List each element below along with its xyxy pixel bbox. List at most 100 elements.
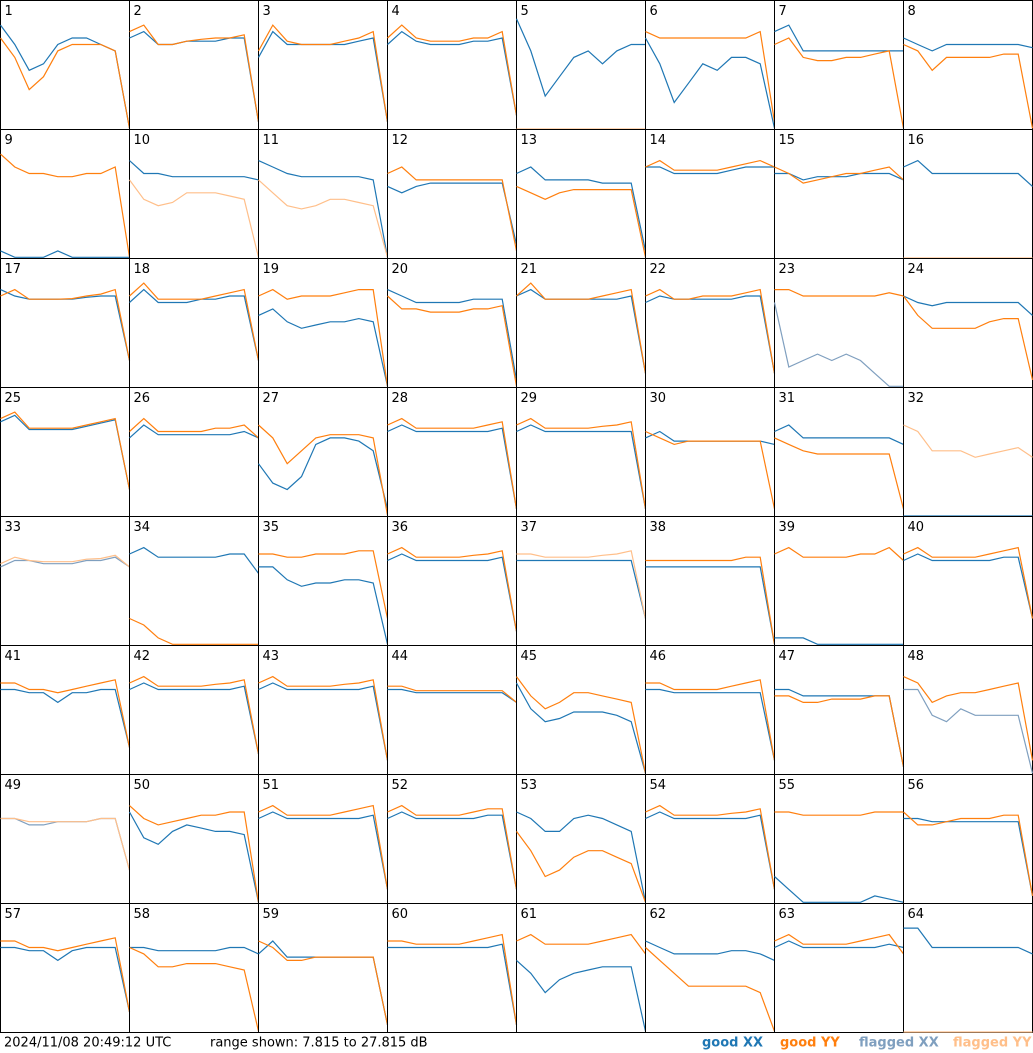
panel-label: 16	[908, 133, 925, 148]
panel-label: 37	[521, 520, 538, 535]
spectrum-xx	[903, 295, 1033, 316]
spectrum-xx	[387, 811, 518, 890]
panel-label: 23	[779, 262, 796, 277]
panel-label: 32	[908, 391, 925, 406]
panel-label: 60	[392, 907, 409, 922]
spectrum-yy	[645, 556, 776, 645]
panel-label: 41	[5, 649, 22, 664]
spectrum-xx	[645, 295, 776, 374]
spectrum-yy	[0, 679, 131, 748]
spectrum-xx	[0, 946, 131, 1013]
spectrum-yy	[258, 550, 389, 619]
panel-label: 42	[134, 649, 151, 664]
spectrum-xx	[0, 688, 131, 748]
spectrum-yy	[645, 804, 776, 890]
spectrum-yy	[258, 179, 389, 258]
spectrum-yy	[129, 282, 260, 361]
panel-label: 59	[263, 907, 280, 922]
spectrum-yy	[774, 933, 904, 955]
spectrum-xx	[516, 811, 647, 903]
spectrum-yy	[129, 946, 260, 1032]
panel-label: 2	[134, 4, 142, 19]
spectrum-yy	[387, 417, 518, 509]
panel-label: 26	[134, 391, 151, 406]
panel-label: 6	[650, 4, 658, 19]
spectrum-yy	[645, 947, 776, 1032]
spectrum-yy	[774, 437, 905, 510]
spectrum-yy	[645, 288, 776, 374]
spectrum-xx	[774, 940, 904, 949]
spectrum-yy	[645, 679, 776, 761]
spectrum-yy	[387, 804, 518, 890]
spectrum-xx	[387, 30, 518, 116]
spectrum-xx	[258, 566, 389, 645]
panel-label: 17	[5, 262, 22, 277]
spectrum-yy	[774, 695, 905, 768]
spectrum-xx	[129, 682, 260, 755]
panel-label: 35	[263, 520, 280, 535]
spectrum-yy	[903, 424, 1033, 458]
spectrum-xx	[387, 182, 518, 245]
spectrum-yy	[258, 940, 389, 1026]
panel-label: 24	[908, 262, 925, 277]
panel-label: 18	[134, 262, 151, 277]
spectrum-yy	[387, 166, 518, 252]
spectrum-yy	[387, 546, 518, 632]
spectrum-yy	[516, 282, 647, 374]
panel-label: 21	[521, 262, 538, 277]
panel-label: 15	[779, 133, 796, 148]
spectrum-xx	[774, 876, 904, 903]
spectrum-xx	[129, 160, 259, 181]
spectrum-xx	[387, 688, 517, 703]
spectrum-yy	[258, 804, 389, 890]
spectrum-xx	[515, 18, 646, 98]
spectrum-xx	[0, 250, 130, 258]
panel-label: 50	[134, 778, 151, 793]
spectrum-xx	[645, 940, 775, 961]
panel-label: 38	[650, 520, 667, 535]
spectrum-xx	[774, 424, 904, 445]
panel-label: 45	[521, 649, 538, 664]
panel-label: 54	[650, 778, 667, 793]
panel-label: 28	[392, 391, 409, 406]
spectrum-yy	[129, 805, 260, 903]
spectrum-yy	[516, 185, 647, 258]
panel-label: 57	[5, 907, 22, 922]
panel-label: 5	[521, 4, 529, 19]
spectrum-xx	[129, 424, 259, 439]
spectrum-xx	[774, 637, 904, 645]
spectrum-yy	[903, 295, 1033, 381]
panel-label: 22	[650, 262, 667, 277]
spectrum-xx	[773, 302, 904, 387]
panel-label: 36	[392, 520, 409, 535]
panel-label: 31	[779, 391, 796, 406]
spectrum-yy	[516, 831, 647, 903]
panel-label: 3	[263, 4, 271, 19]
spectrum-yy	[0, 937, 131, 1013]
spectrum-xx	[387, 289, 518, 381]
spectrum-xx	[903, 817, 1033, 897]
spectrum-xx	[774, 172, 904, 181]
spectrum-xx	[644, 37, 776, 129]
spectrum-xx	[903, 37, 1033, 52]
panel-label: 25	[5, 391, 22, 406]
spectrum-yy	[257, 24, 389, 122]
panel-label: 43	[263, 649, 280, 664]
spectrum-yy	[387, 933, 518, 1025]
panel-label: 10	[134, 133, 151, 148]
panel-label: 40	[908, 520, 925, 535]
spectrum-xx	[258, 308, 389, 387]
spectrum-yy	[774, 811, 904, 816]
spectrum-xx	[258, 437, 389, 510]
spectrum-xx	[258, 811, 389, 890]
panel-label: 7	[779, 4, 787, 19]
spectrum-yy	[387, 295, 518, 387]
legend-entry: good YY	[780, 1036, 840, 1051]
spectrum-yy	[645, 159, 775, 171]
panel-label: 52	[392, 778, 409, 793]
spectrum-yy	[516, 933, 646, 955]
spectrum-xx	[0, 556, 130, 568]
panel-label: 4	[392, 4, 400, 19]
range-text: range shown: 7.815 to 27.815 dB	[210, 1036, 428, 1051]
